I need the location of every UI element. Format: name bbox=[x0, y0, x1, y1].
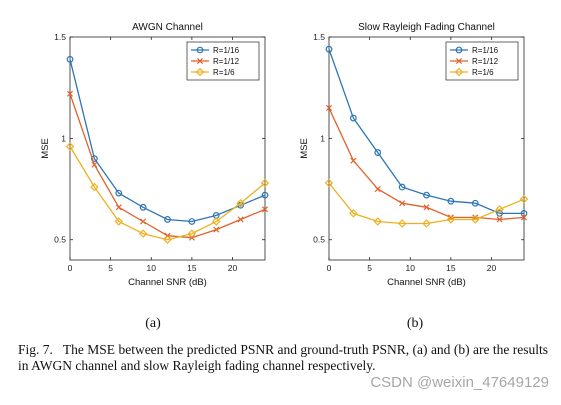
data-point-b-2-7 bbox=[495, 205, 504, 214]
x-tick-label-b-4: 20 bbox=[487, 263, 497, 273]
y-tick-label-b-1: 1 bbox=[320, 133, 325, 143]
data-point-b-0-8 bbox=[520, 209, 528, 217]
legend-label-a-1: R=1/12 bbox=[213, 57, 240, 66]
data-point-a-0-3 bbox=[139, 203, 147, 211]
legend-label-b-2: R=1/6 bbox=[472, 68, 494, 77]
data-point-b-1-8 bbox=[520, 214, 528, 221]
legend-marker-b-0 bbox=[455, 46, 463, 54]
data-point-b-0-4 bbox=[423, 191, 430, 199]
data-point-a-0-5 bbox=[188, 218, 196, 225]
data-point-b-2-2 bbox=[373, 217, 382, 226]
data-point-b-2-0 bbox=[324, 178, 334, 188]
data-point-a-1-3 bbox=[140, 218, 147, 225]
data-point-a-0-1 bbox=[90, 155, 98, 163]
x-tick-label-a-1: 5 bbox=[108, 263, 113, 273]
data-point-a-0-4 bbox=[164, 216, 171, 223]
legend-label-b-1: R=1/12 bbox=[472, 57, 499, 66]
legend-label-a-0: R=1/16 bbox=[213, 46, 240, 55]
data-point-a-1-1 bbox=[91, 161, 98, 168]
x-tick-label-a-0: 0 bbox=[68, 263, 73, 273]
data-point-b-0-3 bbox=[398, 183, 406, 191]
data-point-a-1-7 bbox=[237, 216, 244, 223]
series-line-b-2 bbox=[328, 182, 525, 225]
legend-marker-b-2 bbox=[454, 67, 464, 77]
data-point-b-2-4 bbox=[422, 219, 431, 228]
data-point-b-2-1 bbox=[349, 209, 358, 218]
data-point-b-2-3 bbox=[397, 219, 407, 228]
y-axis-label-a: MSE bbox=[40, 138, 51, 159]
x-axis-label-b: Channel SNR (dB) bbox=[387, 277, 466, 288]
x-tick-label-a-2: 10 bbox=[147, 263, 157, 273]
data-point-b-1-2 bbox=[374, 186, 381, 193]
series-line-a-2 bbox=[69, 146, 266, 241]
data-point-b-0-7 bbox=[496, 209, 504, 217]
legend-marker-a-2 bbox=[195, 67, 205, 77]
data-point-a-2-4 bbox=[163, 235, 172, 244]
data-point-b-0-6 bbox=[471, 199, 479, 207]
legend-label-a-2: R=1/6 bbox=[213, 68, 235, 77]
data-point-a-0-2 bbox=[115, 189, 123, 197]
x-tick-label-b-2: 10 bbox=[406, 263, 416, 273]
x-axis-label-a: Channel SNR (dB) bbox=[128, 277, 207, 288]
subfigure-label-b: (b) bbox=[406, 316, 424, 331]
y-tick-label-b-0: 0.5 bbox=[313, 235, 325, 245]
y-tick-label-a-1: 1 bbox=[61, 133, 66, 143]
data-point-b-1-7 bbox=[496, 216, 503, 223]
x-tick-label-b-0: 0 bbox=[327, 263, 332, 273]
data-point-a-2-8 bbox=[260, 178, 270, 188]
data-point-a-2-3 bbox=[138, 229, 148, 238]
data-point-a-2-0 bbox=[65, 142, 75, 151]
data-point-b-0-2 bbox=[374, 149, 382, 156]
data-point-b-2-8 bbox=[519, 194, 529, 204]
caption-text: The MSE between the predicted PSNR and g… bbox=[18, 342, 548, 373]
data-point-a-2-2 bbox=[114, 217, 123, 226]
data-point-a-2-7 bbox=[236, 198, 245, 208]
data-point-b-1-1 bbox=[350, 157, 357, 164]
data-point-a-0-0 bbox=[66, 55, 74, 63]
figure-caption: Fig. 7. The MSE between the predicted PSN… bbox=[18, 342, 548, 374]
chart-title-a: AWGN Channel bbox=[132, 22, 203, 33]
data-point-b-0-1 bbox=[349, 114, 357, 122]
y-tick-label-b-2: 1.5 bbox=[313, 32, 325, 42]
data-point-b-1-0 bbox=[325, 104, 333, 111]
x-tick-label-b-3: 15 bbox=[446, 263, 456, 273]
data-point-a-1-0 bbox=[66, 90, 74, 97]
chart-a: AWGN Channel 0 5 10 15 20 0.5 1 1.5 Channel SNR (… bbox=[40, 22, 270, 288]
legend-marker-a-0 bbox=[196, 46, 204, 54]
x-tick-label-a-4: 20 bbox=[228, 263, 238, 273]
y-tick-label-a-0: 0.5 bbox=[54, 235, 66, 245]
legend-label-b-0: R=1/16 bbox=[472, 46, 499, 55]
y-axis-label-b: MSE bbox=[299, 138, 310, 159]
data-point-a-1-8 bbox=[261, 206, 269, 213]
legend-marker-a-1 bbox=[196, 57, 204, 65]
data-point-b-0-5 bbox=[447, 197, 455, 205]
data-point-b-0-0 bbox=[325, 45, 333, 53]
chart-title-b: Slow Rayleigh Fading Channel bbox=[358, 22, 495, 33]
chart-b: Slow Rayleigh Fading Channel 0 5 10 15 20 0.5 1… bbox=[299, 22, 529, 288]
x-tick-label-a-3: 15 bbox=[187, 263, 197, 273]
caption-label: Fig. 7. bbox=[18, 342, 53, 357]
data-point-a-1-2 bbox=[115, 204, 122, 211]
data-point-a-2-5 bbox=[187, 229, 197, 238]
data-point-b-2-6 bbox=[471, 215, 480, 224]
legend-marker-b-1 bbox=[455, 57, 463, 65]
data-point-a-1-6 bbox=[213, 226, 220, 233]
data-point-a-2-6 bbox=[212, 217, 221, 226]
y-tick-label-a-2: 1.5 bbox=[54, 32, 66, 42]
data-point-b-1-3 bbox=[399, 200, 406, 207]
watermark: CSDN @weixin_47649129 bbox=[370, 374, 549, 391]
x-tick-label-b-1: 5 bbox=[367, 263, 372, 273]
data-point-a-2-1 bbox=[90, 182, 99, 192]
series-line-b-0 bbox=[328, 48, 524, 215]
data-point-a-0-8 bbox=[261, 191, 269, 199]
subfigure-label-a: (a) bbox=[145, 316, 161, 331]
data-point-b-2-5 bbox=[446, 215, 456, 224]
data-point-b-1-4 bbox=[423, 204, 430, 211]
